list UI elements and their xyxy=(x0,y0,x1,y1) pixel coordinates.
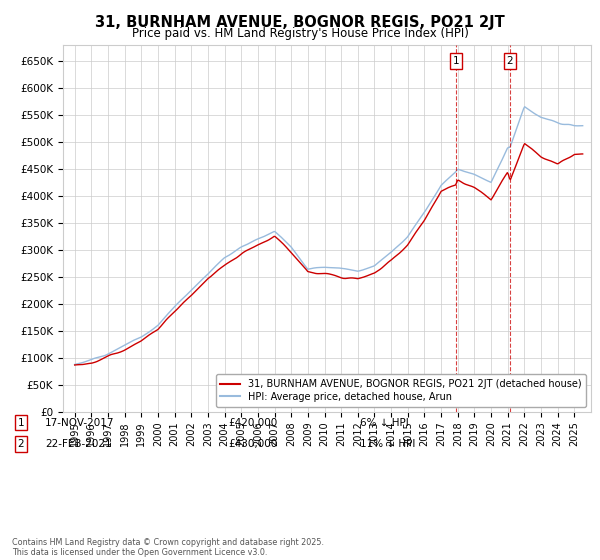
Text: £420,000: £420,000 xyxy=(228,418,277,428)
Text: 2: 2 xyxy=(507,56,514,66)
Text: Price paid vs. HM Land Registry's House Price Index (HPI): Price paid vs. HM Land Registry's House … xyxy=(131,27,469,40)
Text: Contains HM Land Registry data © Crown copyright and database right 2025.
This d: Contains HM Land Registry data © Crown c… xyxy=(12,538,324,557)
Text: 2: 2 xyxy=(17,439,25,449)
Legend: 31, BURNHAM AVENUE, BOGNOR REGIS, PO21 2JT (detached house), HPI: Average price,: 31, BURNHAM AVENUE, BOGNOR REGIS, PO21 2… xyxy=(215,374,586,407)
Text: £430,000: £430,000 xyxy=(228,439,277,449)
Text: 31, BURNHAM AVENUE, BOGNOR REGIS, PO21 2JT: 31, BURNHAM AVENUE, BOGNOR REGIS, PO21 2… xyxy=(95,15,505,30)
Text: 17-NOV-2017: 17-NOV-2017 xyxy=(45,418,115,428)
Text: 22-FEB-2021: 22-FEB-2021 xyxy=(45,439,112,449)
Text: 1: 1 xyxy=(452,56,459,66)
Text: 6% ↓ HPI: 6% ↓ HPI xyxy=(360,418,409,428)
Text: 11% ↓ HPI: 11% ↓ HPI xyxy=(360,439,415,449)
Text: 1: 1 xyxy=(17,418,25,428)
